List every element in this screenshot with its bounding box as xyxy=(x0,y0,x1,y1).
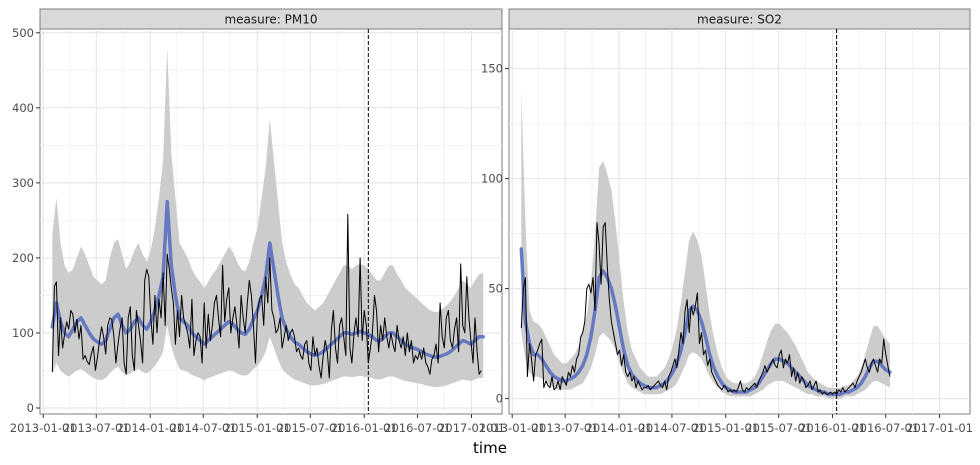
x-tick-label: 2015-01-01 xyxy=(692,421,759,435)
x-axis-title: time xyxy=(473,439,507,457)
panel-so2-y-axis: 0 50 100 150 xyxy=(481,62,509,406)
x-tick-label: 2017-01-01 xyxy=(906,421,973,435)
y-tick-label: 300 xyxy=(12,176,34,190)
y-tick-label: 100 xyxy=(12,326,34,340)
panel-pm10-observed-line xyxy=(51,213,482,379)
x-tick-label: 2014-07-01 xyxy=(170,421,237,435)
x-tick-label: 2016-07-01 xyxy=(384,421,451,435)
x-tick-label: 2015-07-01 xyxy=(745,421,812,435)
y-tick-label: 50 xyxy=(488,282,503,296)
panel-pm10-strip-label: measure: PM10 xyxy=(224,13,317,27)
x-tick-label: 2013-07-01 xyxy=(532,421,599,435)
panel-so2-x-axis: 2013-01-012013-07-012014-01-012014-07-01… xyxy=(479,414,973,435)
x-tick-label: 2015-01-01 xyxy=(224,421,291,435)
y-tick-label: 0 xyxy=(496,392,503,406)
x-tick-label: 2013-07-01 xyxy=(63,421,130,435)
x-tick-label: 2014-07-01 xyxy=(639,421,706,435)
x-tick-label: 2015-07-01 xyxy=(277,421,344,435)
x-tick-label: 2014-01-01 xyxy=(586,421,653,435)
y-tick-label: 200 xyxy=(12,251,34,265)
panel-so2-confidence-band xyxy=(521,90,890,399)
panel-so2: measure: SO2 0 50 100 150 2013-01-012013-07… xyxy=(479,8,973,435)
panel-pm10-y-axis: 0 100 200 300 400 500 xyxy=(12,26,40,415)
observed-series-line xyxy=(520,222,891,395)
fit-series-line xyxy=(50,199,485,359)
observed-series-line xyxy=(51,213,482,379)
confidence-band-area xyxy=(521,90,890,399)
panel-so2-observed-line xyxy=(520,222,891,395)
y-tick-label: 0 xyxy=(27,401,34,415)
x-tick-label: 2017-01-01 xyxy=(438,421,505,435)
y-tick-label: 400 xyxy=(12,101,34,115)
y-tick-label: 500 xyxy=(12,26,34,40)
y-tick-label: 150 xyxy=(481,62,503,76)
panel-pm10-x-axis: 2013-01-012013-07-012014-01-012014-07-01… xyxy=(10,414,505,435)
x-tick-label: 2016-01-01 xyxy=(331,421,398,435)
x-tick-label: 2016-07-01 xyxy=(852,421,919,435)
panel-pm10-fit-line xyxy=(50,199,485,359)
panel-so2-strip-label: measure: SO2 xyxy=(697,13,782,27)
x-tick-label: 2016-01-01 xyxy=(799,421,866,435)
x-tick-label: 2013-01-01 xyxy=(10,421,77,435)
x-tick-label: 2014-01-01 xyxy=(117,421,184,435)
y-tick-label: 100 xyxy=(481,172,503,186)
x-tick-label: 2013-01-01 xyxy=(479,421,546,435)
